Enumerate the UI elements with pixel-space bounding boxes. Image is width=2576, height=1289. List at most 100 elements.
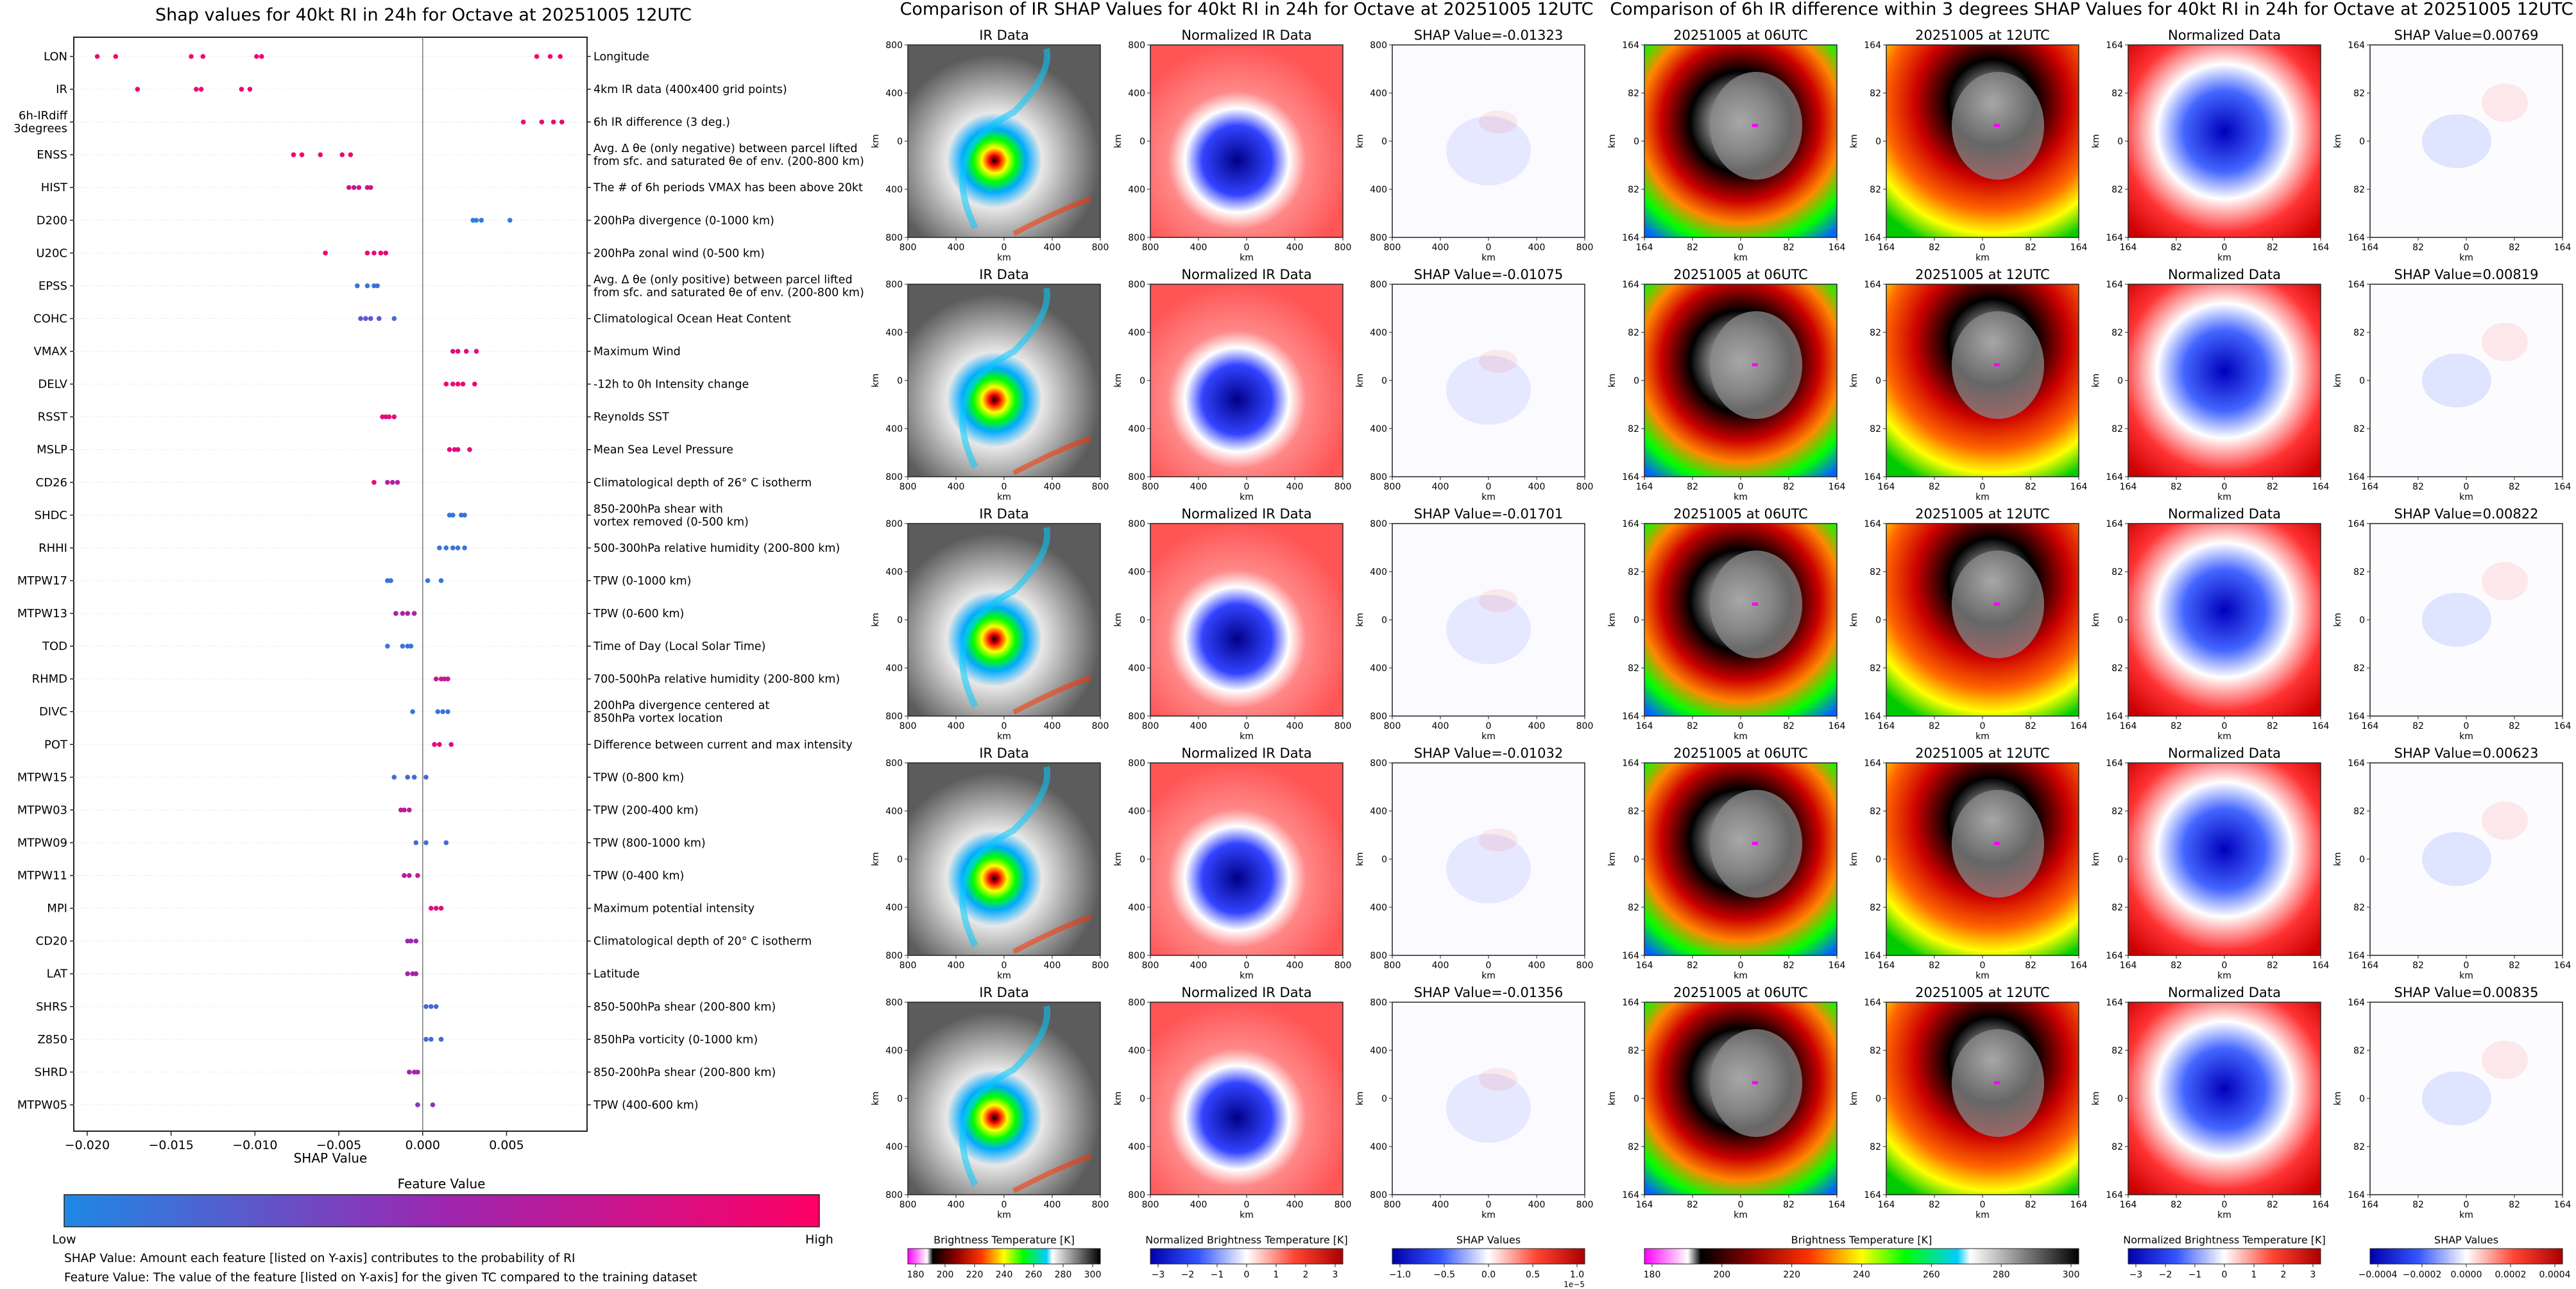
y-tick-label: 400 xyxy=(1370,1142,1387,1152)
feature-description: Longitude xyxy=(593,51,649,64)
spiral-band xyxy=(959,287,1051,469)
shap-point xyxy=(364,250,370,256)
shap-x-axis-label: SHAP Value xyxy=(294,1150,368,1166)
x-tick-label: 800 xyxy=(900,721,917,731)
feature-description: Climatological depth of 26° C isotherm xyxy=(593,477,812,490)
x-tick-label: 0 xyxy=(1980,243,1986,253)
x-axis-label: km xyxy=(1481,1210,1496,1220)
feature-description: Climatological Ocean Heat Content xyxy=(593,312,791,325)
shap-blob xyxy=(1479,589,1517,612)
ir-panel-grid: IR Data80080040040000400400800800kmkmNor… xyxy=(871,28,1593,1220)
panel-title: SHAP Value=0.00835 xyxy=(2394,985,2539,1000)
panel-title: 20251005 at 12UTC xyxy=(1915,267,2050,282)
shap-point xyxy=(534,54,540,59)
colorbar-tick-label: 280 xyxy=(1055,1270,1072,1280)
shap-plot-frame xyxy=(73,37,588,1132)
shap-point xyxy=(467,447,472,452)
colorbar-tick-label: 1 xyxy=(2251,1270,2257,1280)
colorbar-title: Feature Value xyxy=(398,1176,486,1191)
panel-title: SHAP Value=-0.01356 xyxy=(1414,985,1564,1000)
y-tick-label: 0 xyxy=(897,855,903,865)
panel-title: SHAP Value=0.00819 xyxy=(2394,267,2539,282)
y-axis-label: km xyxy=(2333,1091,2343,1105)
x-tick-label: 164 xyxy=(2070,1200,2088,1210)
x-tick-label: 164 xyxy=(2362,243,2379,253)
image-panel: 20251005 at 12UTC1641648282008282164164k… xyxy=(1849,28,2087,263)
colorbar-tick-label: 0.0002 xyxy=(2495,1270,2527,1280)
image-panel: 20251005 at 06UTC1641648282008282164164k… xyxy=(1607,506,1845,742)
feature-name: SHRD xyxy=(35,1066,67,1079)
shap-blob xyxy=(1479,110,1517,133)
image-panel: 20251005 at 06UTC1641648282008282164164k… xyxy=(1607,267,1845,502)
panel-title: Normalized IR Data xyxy=(1181,746,1311,761)
shap-point xyxy=(450,348,456,354)
feature-description: 6h IR difference (3 deg.) xyxy=(593,116,730,129)
feature-name: IR xyxy=(56,83,67,96)
y-tick-label: 400 xyxy=(885,424,903,434)
colorbar-tick-label: 200 xyxy=(937,1270,954,1280)
image-panel: 20251005 at 06UTC1641648282008282164164k… xyxy=(1607,28,1845,263)
x-tick-label: 0 xyxy=(1244,721,1250,731)
shap-summary-panel: Shap values for 40kt RI in 24h for Octav… xyxy=(13,5,864,1285)
shap-point xyxy=(405,938,411,944)
colorbar: Brightness Temperature [K] 180 200 220 240 26… xyxy=(1644,1234,2080,1280)
colorbar-label: Normalized Brightness Temperature [K] xyxy=(2123,1234,2326,1246)
y-tick-label: 164 xyxy=(2348,519,2365,529)
x-tick-label: 164 xyxy=(2362,721,2379,731)
y-tick-label: 0 xyxy=(1875,615,1881,626)
feature-name: RHHI xyxy=(38,542,67,555)
shap-point xyxy=(443,840,449,846)
y-tick-label: 82 xyxy=(2111,807,2123,817)
y-tick-label: 164 xyxy=(1622,998,1639,1008)
x-tick-label: 400 xyxy=(1190,960,1207,971)
feature-description: Avg. Δ θe (only negative) between parcel… xyxy=(593,142,857,155)
y-tick-label: 0 xyxy=(2359,376,2365,386)
feature-description: 850-500hPa shear (200-800 km) xyxy=(593,1001,776,1014)
y-tick-label: 82 xyxy=(2111,1142,2123,1152)
shap-point xyxy=(385,479,390,485)
shap-point xyxy=(520,119,526,124)
x-tick-label: 400 xyxy=(1190,243,1207,253)
colorbar: Normalized Brightness Temperature [K] −3 −… xyxy=(2123,1234,2326,1280)
feature-description: Latitude xyxy=(593,968,640,981)
y-tick-label: 0 xyxy=(1139,376,1145,386)
y-tick-label: 800 xyxy=(885,472,903,482)
feature-name: DELV xyxy=(38,378,67,391)
feature-row: MTPW11 TPW (0-400 km) xyxy=(17,869,684,883)
shap-point xyxy=(411,611,417,616)
y-tick-label: 400 xyxy=(1128,89,1145,99)
shap-point xyxy=(351,185,357,191)
y-tick-label: 0 xyxy=(1875,1094,1881,1104)
shap-blob xyxy=(2482,323,2528,361)
x-tick-label: 164 xyxy=(1829,1200,1846,1210)
y-tick-label: 400 xyxy=(1370,424,1387,434)
y-tick-label: 0 xyxy=(897,1094,903,1104)
y-tick-label: 0 xyxy=(897,615,903,626)
y-axis-label: km xyxy=(2333,852,2343,866)
x-tick-label: 400 xyxy=(1528,721,1546,731)
shap-point xyxy=(473,218,479,223)
y-axis-label: km xyxy=(871,134,881,148)
shap-point xyxy=(402,873,407,878)
feature-name: 6h-IRdiff xyxy=(19,109,68,123)
shap-point xyxy=(445,676,450,681)
y-tick-label: 800 xyxy=(1370,40,1387,51)
y-tick-label: 164 xyxy=(2106,712,2123,722)
x-tick-label: 82 xyxy=(2171,1200,2182,1210)
panel-title: Normalized IR Data xyxy=(1181,506,1311,522)
shap-point xyxy=(400,644,405,649)
shap-blob xyxy=(2422,114,2491,168)
image-panel: Normalized IR Data8008004004000040040080… xyxy=(1113,985,1351,1220)
shap-point xyxy=(371,479,377,485)
y-tick-label: 800 xyxy=(1370,712,1387,722)
shap-point xyxy=(358,316,363,321)
ir-comparison-section: Comparison of IR SHAP Values for 40kt RI… xyxy=(871,0,1593,1220)
feature-name: MTPW05 xyxy=(17,1098,67,1112)
x-tick-label: 0.000 xyxy=(405,1138,440,1152)
rain-band xyxy=(1012,914,1092,954)
panel-image xyxy=(1150,44,1343,238)
feature-description: TPW (0-800 km) xyxy=(593,771,684,784)
storm-center-marker xyxy=(1752,363,1758,366)
x-tick-label: 800 xyxy=(1092,960,1109,971)
